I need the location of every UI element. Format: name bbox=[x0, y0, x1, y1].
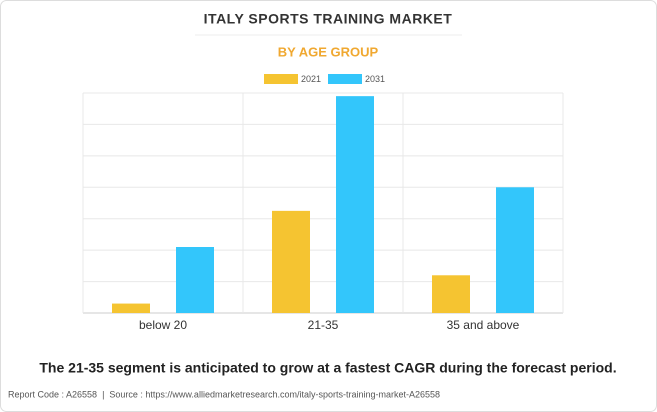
bar bbox=[432, 275, 470, 313]
bar bbox=[176, 247, 214, 313]
caption: The 21-35 segment is anticipated to grow… bbox=[39, 360, 616, 376]
source: Report Code : A26558 | Source : https://… bbox=[8, 389, 440, 399]
bar bbox=[496, 187, 534, 313]
legend-label: 2031 bbox=[365, 74, 385, 84]
chart-subtitle: BY AGE GROUP bbox=[278, 44, 379, 59]
x-tick-label: below 20 bbox=[139, 318, 187, 332]
bar bbox=[272, 210, 310, 313]
legend-swatch bbox=[264, 74, 298, 84]
chart-title: ITALY SPORTS TRAINING MARKET bbox=[204, 11, 453, 27]
x-tick-label: 21-35 bbox=[308, 318, 339, 332]
legend-label: 2021 bbox=[301, 74, 321, 84]
bar bbox=[336, 96, 374, 314]
bar bbox=[112, 303, 150, 313]
x-tick-label: 35 and above bbox=[447, 318, 520, 332]
legend-swatch bbox=[328, 74, 362, 84]
